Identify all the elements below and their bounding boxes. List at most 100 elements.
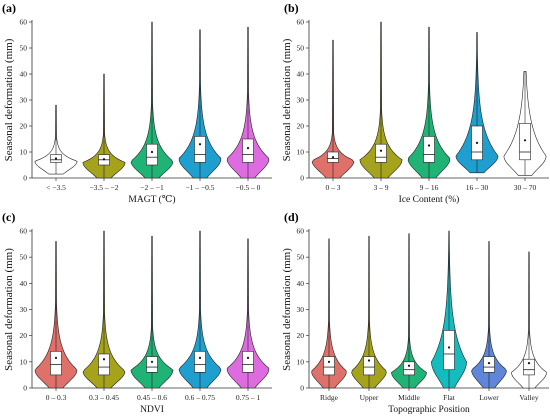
x-tick-label: −1 – −0.5 (185, 183, 214, 192)
iqr-box (323, 356, 335, 376)
x-tick-label: Flat (443, 393, 456, 402)
x-tick-label: −2 – −1 (140, 183, 164, 192)
mean-point (427, 144, 431, 147)
x-tick-label: 9 – 16 (420, 183, 439, 192)
iqr-box (194, 136, 206, 163)
y-tick-label: 0 (300, 174, 304, 183)
x-axis-title: Topographic Position (388, 405, 470, 415)
y-tick-label: 40 (20, 70, 28, 79)
x-tick-label: 0.45 – 0.6 (137, 393, 167, 402)
y-tick-label: 40 (20, 279, 28, 288)
mean-point (527, 362, 531, 365)
iqr-box (443, 330, 455, 370)
y-tick-label: 60 (297, 227, 305, 236)
iqr-box (375, 143, 387, 163)
y-tick-label: 10 (20, 148, 28, 157)
y-tick-label: 20 (20, 122, 28, 131)
iqr-box (194, 351, 206, 373)
mean-point (367, 359, 371, 362)
mean-point (150, 360, 154, 363)
y-axis-title: Seasonal deformation (mm) (281, 38, 293, 161)
panel-c: (c) Seasonal deformation (mm) 0 10 20 30 40 50 6… (2, 210, 272, 415)
mean-point (487, 362, 491, 365)
mean-point (150, 150, 154, 154)
x-axis-title: MAGT (℃) (128, 194, 175, 205)
x-tick-label: 0.75 – 1 (236, 393, 261, 402)
panel-b: (b) Seasonal deformation (mm) 0 10 20 30 40 50 6… (281, 1, 549, 205)
panel-label: (d) (284, 210, 299, 224)
x-tick-label: 0.6 – 0.75 (185, 393, 215, 402)
panel-d: (d) Seasonal deformation (mm) 0 10 20 30 40 50 6… (281, 210, 549, 415)
iqr-box (523, 358, 535, 376)
x-tick-label: Ridge (320, 393, 339, 402)
y-tick-label: 30 (297, 96, 305, 105)
iqr-box (146, 143, 158, 166)
panel-a: (a) Seasonal deformation (mm) 0 10 20 30 40 50 6… (2, 1, 272, 205)
y-tick-label: 0 (300, 384, 304, 393)
panel-label: (c) (2, 210, 15, 224)
y-tick-label: 20 (20, 331, 28, 340)
mean-point (475, 141, 479, 144)
mean-point (102, 358, 106, 361)
y-axis-title: Seasonal deformation (mm) (3, 248, 15, 371)
y-axis-title: Seasonal deformation (mm) (281, 248, 293, 371)
iqr-box (242, 138, 254, 163)
y-tick-label: 30 (297, 305, 305, 314)
mean-point (102, 158, 106, 161)
iqr-box (519, 123, 531, 161)
x-tick-label: Middle (398, 393, 420, 402)
mean-point (246, 356, 250, 360)
iqr-box (146, 356, 158, 373)
x-tick-label: 0.3 – 0.45 (89, 393, 119, 402)
x-tick-label: Valley (519, 393, 538, 402)
iqr-box (50, 351, 62, 376)
y-tick-label: 50 (297, 44, 305, 53)
x-tick-label: Lower (479, 393, 499, 402)
y-tick-label: 10 (20, 357, 28, 366)
y-tick-label: 60 (297, 18, 305, 27)
panel-label: (a) (2, 1, 16, 15)
iqr-box (363, 356, 375, 376)
y-tick-label: 60 (20, 18, 28, 27)
panel-label: (b) (284, 1, 299, 15)
iqr-box (98, 353, 110, 376)
y-tick-label: 10 (297, 148, 305, 157)
y-tick-label: 0 (23, 174, 27, 183)
y-tick-label: 20 (297, 331, 305, 340)
mean-point (447, 346, 451, 349)
mean-point (327, 360, 331, 363)
mean-point (54, 157, 58, 160)
iqr-box (403, 361, 415, 376)
y-tick-label: 50 (20, 253, 28, 262)
y-tick-label: 60 (20, 227, 28, 236)
y-tick-label: 30 (20, 305, 28, 314)
iqr-box (423, 136, 435, 163)
iqr-box (483, 356, 495, 373)
y-tick-label: 10 (297, 357, 305, 366)
mean-point (54, 356, 58, 360)
mean-point (331, 156, 335, 159)
x-tick-label: 16 – 30 (466, 183, 489, 192)
x-tick-label: −0.5 – 0 (236, 183, 261, 192)
y-tick-label: 0 (23, 384, 27, 393)
x-tick-label: 3 – 9 (374, 183, 389, 192)
iqr-box (242, 351, 254, 373)
y-tick-label: 50 (297, 253, 305, 262)
y-tick-label: 40 (297, 279, 305, 288)
x-tick-label: < −3.5 (46, 183, 66, 192)
y-tick-label: 50 (20, 44, 28, 53)
x-tick-label: −3.5 – −2 (89, 183, 118, 192)
mean-point (379, 149, 383, 152)
mean-point (198, 143, 202, 146)
mean-point (198, 356, 202, 360)
x-axis-title: Ice Content (%) (399, 194, 460, 205)
x-tick-label: Upper (360, 393, 379, 402)
y-tick-label: 30 (20, 96, 28, 105)
x-tick-label: 30 – 70 (514, 183, 537, 192)
y-tick-label: 20 (297, 122, 305, 131)
y-axis-title: Seasonal deformation (mm) (3, 38, 15, 161)
mean-point (407, 364, 411, 367)
x-axis-title: NDVI (140, 405, 164, 415)
x-tick-label: 0 – 0.3 (46, 393, 67, 402)
